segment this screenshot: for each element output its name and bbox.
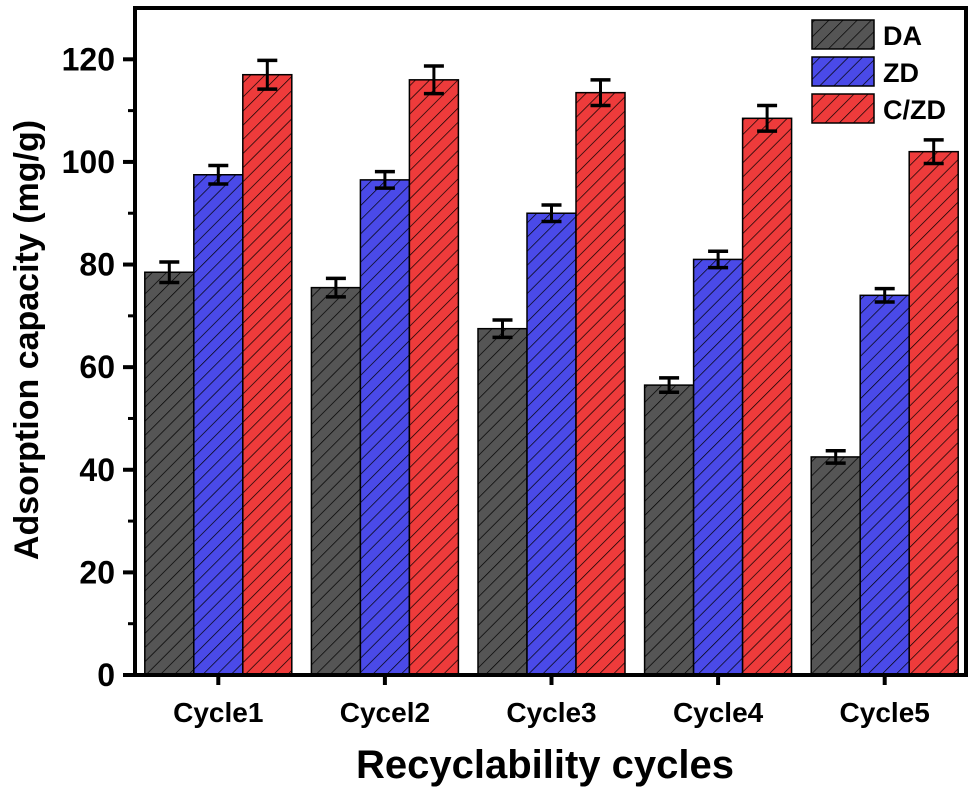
error-bar-czd-2 [423,64,444,96]
bar-czd-3 [575,91,626,676]
legend-label: DA [883,21,922,51]
legend-swatch [811,19,875,50]
error-bar-czd-5 [923,138,944,166]
bar-zd-4 [692,258,744,676]
y-tick-label: 60 [79,349,115,385]
bar-da-3 [477,327,528,676]
error-bar-zd-3 [541,203,562,224]
x-tick-label: Cycle4 [673,697,764,728]
bar-da-2 [310,286,362,676]
bar-zd-2 [359,179,411,676]
y-tick-label: 120 [62,41,115,77]
error-bar-da-1 [159,260,180,285]
y-tick-label: 100 [62,144,115,180]
legend-item-czd: C/ZD [811,93,946,125]
bar-czd-5 [908,150,959,676]
error-bar-da-3 [492,318,513,340]
y-tick-label: 0 [97,657,115,693]
x-axis-label: Recyclability cycles [356,743,734,787]
x-tick-label: Cycel2 [340,697,430,728]
error-bar-da-5 [825,449,846,465]
bar-czd-2 [408,79,460,676]
legend-label: C/ZD [883,95,946,125]
error-bar-da-4 [659,376,680,395]
x-tick-label: Cycle3 [506,697,596,728]
bar-da-4 [643,384,695,676]
legend-swatch [811,56,875,87]
legend-label: ZD [883,58,919,88]
error-bar-czd-3 [590,78,611,108]
y-tick-label: 40 [79,452,115,488]
bar-zd-3 [526,212,577,676]
bar-czd-4 [741,117,793,676]
error-bar-zd-2 [374,169,395,190]
x-tick-label: Cycle1 [173,697,263,728]
y-tick-label: 20 [79,554,115,590]
legend-item-zd: ZD [811,56,919,88]
error-bar-czd-1 [257,58,278,91]
bar-da-5 [810,456,861,676]
error-bar-czd-4 [757,103,778,133]
legend-item-da: DA [811,19,922,51]
bar-zd-1 [193,174,244,676]
error-bar-zd-5 [874,286,895,304]
bar-zd-5 [859,294,910,676]
bar-da-1 [144,271,195,676]
bar-czd-1 [242,73,293,676]
error-bar-da-2 [325,276,346,299]
x-tick-label: Cycle5 [840,697,930,728]
legend-swatch [811,93,875,124]
y-axis-label: Adsorption capacity (mg/g) [8,120,46,560]
error-bar-zd-4 [708,249,729,270]
y-tick-label: 80 [79,247,115,283]
error-bar-zd-1 [208,163,229,186]
